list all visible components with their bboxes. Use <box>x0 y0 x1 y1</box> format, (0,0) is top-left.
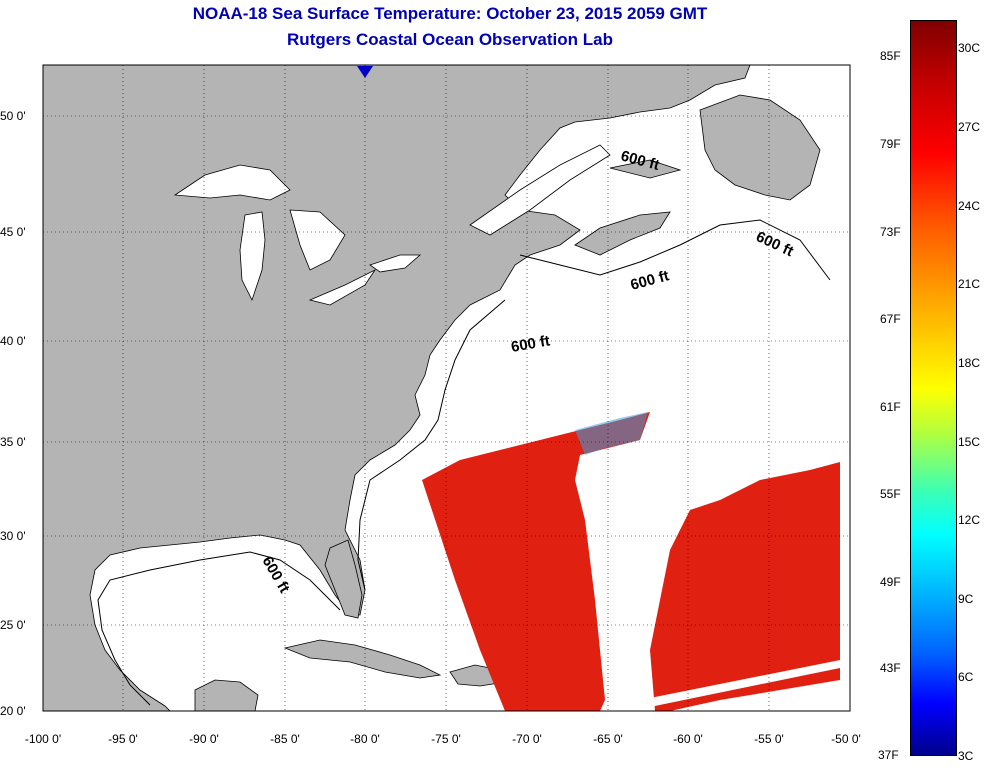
isobath-600ft <box>97 219 831 706</box>
land-north-america <box>42 64 751 712</box>
lake-huron <box>289 209 346 271</box>
colorbar <box>910 20 957 756</box>
lon-label: -55 0' <box>754 732 784 746</box>
lat-label: 30 0' <box>0 529 26 543</box>
colorbar-c-label: 18C <box>958 356 981 370</box>
lon-label: -95 0' <box>108 732 138 746</box>
colorbar-f-label: 49F <box>880 575 901 589</box>
lon-label: -60 0' <box>673 732 703 746</box>
colorbar-f-label: 67F <box>880 312 901 326</box>
colorbar-f-label: 79F <box>880 137 901 151</box>
colorbar-f-label: 61F <box>880 400 901 414</box>
lake-superior <box>173 164 291 201</box>
station-marker-icon <box>357 66 373 78</box>
st-lawrence <box>469 144 611 236</box>
sst-swath-east <box>650 462 840 711</box>
map-title: NOAA-18 Sea Surface Temperature: October… <box>192 4 708 23</box>
land-nova-scotia <box>574 211 671 256</box>
colorbar-c-label: 27C <box>958 120 981 134</box>
lon-label: -65 0' <box>593 732 623 746</box>
colorbar-c-label: 12C <box>958 513 981 527</box>
lon-label: -80 0' <box>350 732 380 746</box>
lon-label: -100 0' <box>25 732 61 746</box>
lat-label: 45 0' <box>0 225 26 239</box>
land-newfoundland <box>699 94 821 201</box>
colorbar-f-label: 37F <box>878 748 899 762</box>
lon-label: -90 0' <box>189 732 219 746</box>
isobath-label: 600 ft <box>510 332 552 356</box>
colorbar-c-label: 6C <box>958 670 974 684</box>
colorbar-c-label: 30C <box>958 41 981 55</box>
colorbar-c-label: 21C <box>958 277 981 291</box>
sst-swath-coolpatch <box>575 412 648 455</box>
colorbar-c-label: 9C <box>958 592 974 606</box>
lon-label: -50 0' <box>831 732 861 746</box>
colorbar-f-label: 73F <box>880 225 901 239</box>
lake-erie <box>308 268 377 306</box>
lake-michigan <box>239 211 266 302</box>
lat-label: 40 0' <box>0 334 26 348</box>
graticule <box>43 65 850 711</box>
lon-label: -85 0' <box>270 732 300 746</box>
colorbar-f-label: 55F <box>880 487 901 501</box>
colorbar-c-label: 15C <box>958 435 981 449</box>
land-cuba <box>283 639 442 679</box>
sst-swath-band <box>640 660 840 708</box>
lon-label: -75 0' <box>431 732 461 746</box>
sst-map[interactable]: 50 0' 45 0' 40 0' 35 0' 30 0' 25 0' 20 0… <box>0 0 900 770</box>
map-frame <box>42 64 851 712</box>
lake-ontario <box>369 254 422 273</box>
land-florida <box>324 539 363 619</box>
lon-label: -70 0' <box>512 732 542 746</box>
lat-label: 25 0' <box>0 618 26 632</box>
colorbar-c-label: 3C <box>958 749 974 763</box>
lat-label: 35 0' <box>0 435 26 449</box>
colorbar-f-label: 85F <box>880 49 901 63</box>
land-anticosti <box>609 159 682 179</box>
lat-label: 50 0' <box>0 109 26 123</box>
map-subtitle: Rutgers Coastal Ocean Observation Lab <box>287 30 613 49</box>
sst-swath-west <box>422 412 650 711</box>
colorbar-c-label: 24C <box>958 199 981 213</box>
colorbar-f-label: 43F <box>880 661 901 675</box>
lat-label: 20 0' <box>0 704 26 718</box>
